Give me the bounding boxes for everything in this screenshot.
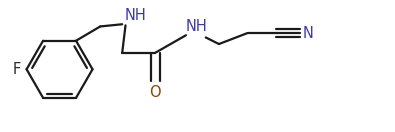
Text: NH: NH bbox=[124, 8, 146, 23]
Text: F: F bbox=[13, 62, 21, 77]
Text: NH: NH bbox=[186, 19, 208, 34]
Text: O: O bbox=[149, 85, 161, 100]
Text: N: N bbox=[303, 26, 313, 41]
